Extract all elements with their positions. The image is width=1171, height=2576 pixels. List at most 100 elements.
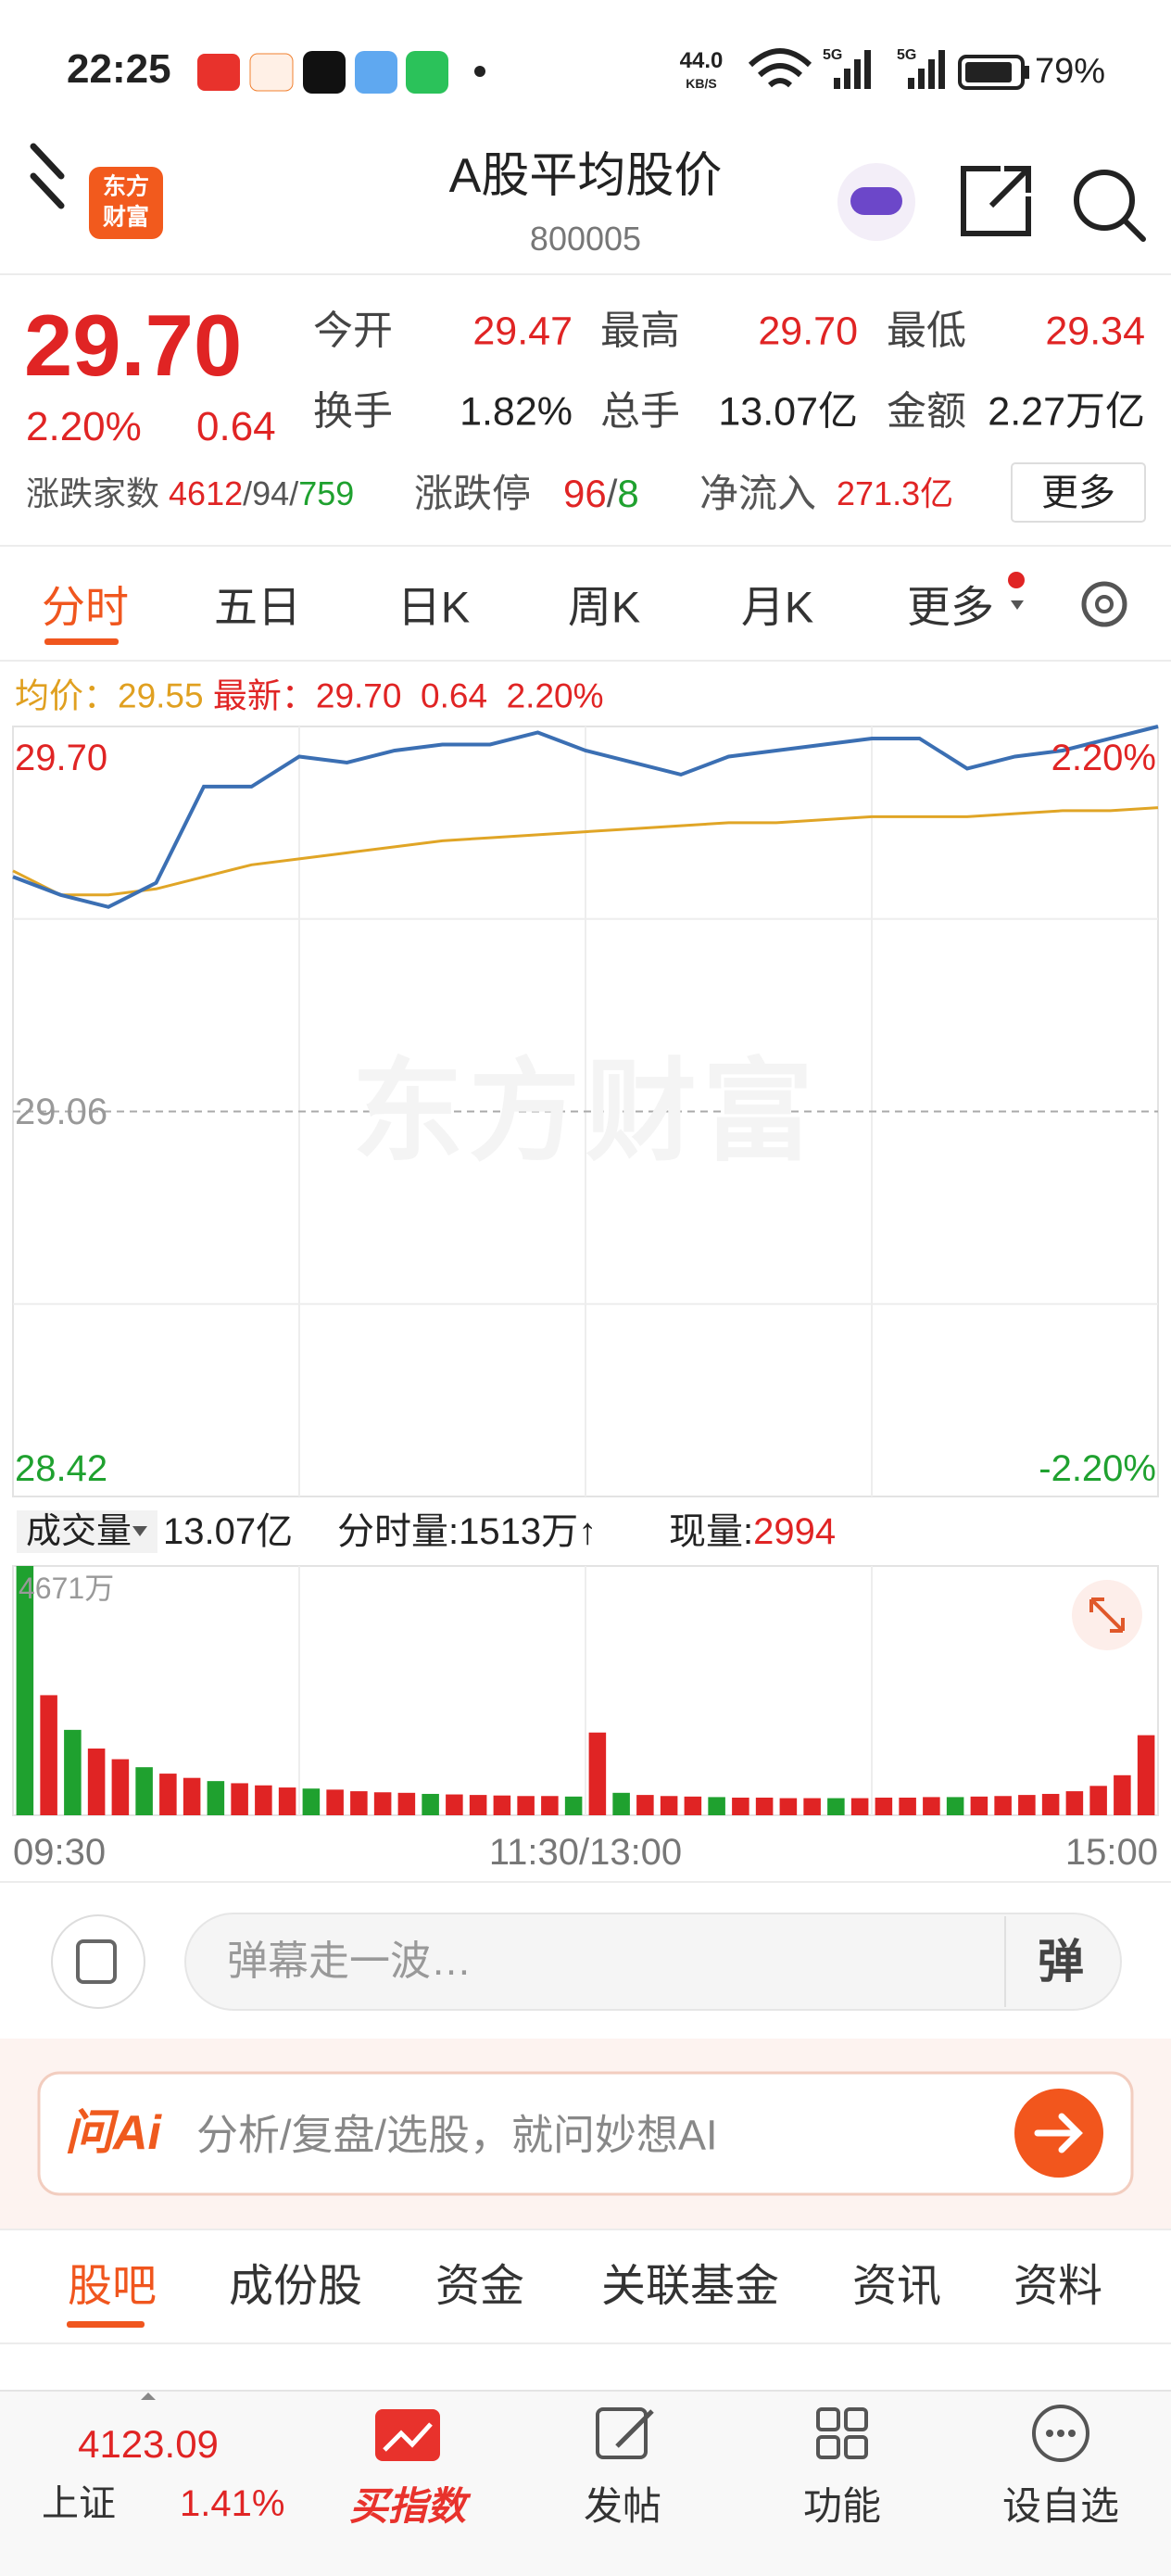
change-value: 0.64 — [196, 404, 276, 449]
avg-label: 均价： — [15, 676, 118, 715]
field-label: 最低 — [887, 309, 966, 354]
volume-total: 13.07亿 — [163, 1511, 294, 1552]
volume-bar — [1041, 1793, 1060, 1815]
ai-placeholder[interactable]: 分析/复盘/选股，就问妙想AI — [196, 2111, 718, 2159]
volume-bar — [994, 1796, 1012, 1815]
volume-bar — [1137, 1735, 1155, 1815]
danmaku-button[interactable]: 弹 — [1038, 1936, 1084, 1988]
arrow-icon — [1034, 2113, 1083, 2153]
y-tick-label: 28.42 — [15, 1448, 108, 1489]
volume-selector[interactable] — [17, 1510, 157, 1553]
nav-item[interactable]: 功能 — [802, 2484, 882, 2528]
danmaku-input[interactable] — [184, 1913, 1122, 2011]
breadth-up: 4612 — [169, 474, 244, 512]
minute-volume: 分时量:1513万↑ — [337, 1511, 598, 1552]
tab[interactable]: 周K — [567, 582, 641, 632]
volume-bar — [970, 1796, 988, 1815]
volume-bar — [373, 1792, 392, 1815]
x-tick-label: 15:00 — [1064, 1832, 1158, 1873]
app-icon — [406, 51, 448, 94]
field-value: 29.34 — [1045, 309, 1145, 354]
breadth-flat: 94 — [252, 474, 290, 512]
stock-code: 800005 — [529, 220, 642, 258]
search-handle — [1122, 218, 1146, 242]
settings-icon[interactable] — [1081, 581, 1127, 627]
inflow-value: 271.3亿 — [837, 474, 954, 512]
bottom-nav-bg — [0, 2391, 1171, 2576]
signal-icon — [834, 50, 871, 89]
nav-icon — [596, 2407, 648, 2459]
divider — [0, 2229, 1171, 2230]
volume-bar — [469, 1795, 487, 1815]
danmaku-placeholder[interactable]: 弹幕走一波… — [227, 1938, 472, 1984]
search-icon[interactable] — [1074, 170, 1135, 231]
section-tab[interactable]: 资料 — [1013, 2262, 1103, 2311]
limit: 涨跌停 96/8 — [414, 474, 639, 513]
section-tab[interactable]: 成份股 — [228, 2262, 363, 2311]
volume-label[interactable]: 成交量 — [26, 1512, 132, 1551]
more-button[interactable]: 更多 — [1041, 473, 1115, 513]
volume-bar — [493, 1795, 511, 1815]
limit-up: 96 — [563, 472, 607, 515]
volume-bar — [231, 1783, 248, 1815]
divider — [0, 273, 1171, 275]
logo-text: 财富 — [102, 204, 150, 231]
tab[interactable]: 日K — [397, 582, 471, 632]
tab[interactable]: 月K — [740, 582, 814, 632]
field-label: 最高 — [600, 309, 680, 354]
settings-center — [1095, 595, 1114, 613]
volume-bar — [708, 1797, 725, 1815]
section-tab[interactable]: 关联基金 — [600, 2262, 780, 2311]
ai-input[interactable] — [37, 2071, 1134, 2196]
more-button-box[interactable] — [1011, 462, 1146, 523]
volume-bar — [755, 1797, 774, 1815]
battery-icon — [958, 55, 1025, 90]
logo-text: 东方 — [102, 173, 150, 200]
volume-bar — [779, 1798, 798, 1815]
volume-bar — [1089, 1786, 1107, 1815]
dropdown-arrow — [132, 1526, 147, 1536]
volume-bar — [255, 1785, 272, 1815]
separator: / — [243, 474, 253, 512]
volume-bar — [422, 1793, 439, 1815]
index-value[interactable]: 4123.09 — [78, 2422, 219, 2466]
tab[interactable]: 五日 — [214, 582, 301, 632]
volume-bar — [684, 1796, 702, 1815]
danmaku-settings[interactable] — [51, 1914, 145, 2009]
divider — [0, 1881, 1171, 1883]
volume-bar — [16, 1566, 34, 1815]
section-tab[interactable]: 资金 — [434, 2262, 525, 2311]
section-tab[interactable]: 资讯 — [851, 2262, 942, 2311]
current-value: 2994 — [753, 1511, 837, 1552]
y-tick-label: 29.70 — [15, 738, 108, 778]
tab[interactable]: 分时 — [42, 582, 129, 632]
volume-bar — [302, 1788, 321, 1815]
x-tick-label: 09:30 — [13, 1832, 107, 1873]
volume-bar — [87, 1749, 106, 1815]
signal-label: 5G — [823, 47, 843, 63]
volume-bar — [803, 1798, 821, 1815]
nav-item[interactable]: 设自选 — [1001, 2484, 1120, 2528]
battery-tip — [1025, 66, 1029, 79]
ai-logo: 问Ai — [65, 2106, 162, 2160]
volume-bar — [1018, 1795, 1036, 1815]
series-line — [12, 806, 1159, 897]
breadth-label: 涨跌家数 — [26, 474, 160, 512]
volume-bar — [1065, 1791, 1084, 1815]
section-tab[interactable]: 股吧 — [67, 2262, 157, 2311]
nav-item[interactable]: 发帖 — [583, 2484, 662, 2528]
y2-tick-label: -2.20% — [1039, 1448, 1156, 1489]
signal-icon — [908, 50, 945, 89]
volume-bar — [946, 1797, 964, 1815]
separator: / — [606, 472, 618, 515]
dropdown-arrow — [1011, 600, 1024, 610]
nav-item[interactable]: 买指数 — [348, 2484, 467, 2528]
page-title: A股平均股价 — [448, 149, 723, 203]
share-icon[interactable] — [961, 166, 1031, 236]
field-value: 29.70 — [758, 309, 858, 354]
volume-bar — [40, 1695, 57, 1815]
back-button[interactable] — [30, 143, 65, 209]
tab[interactable]: 更多 — [907, 582, 994, 632]
volume-bar — [850, 1798, 869, 1815]
